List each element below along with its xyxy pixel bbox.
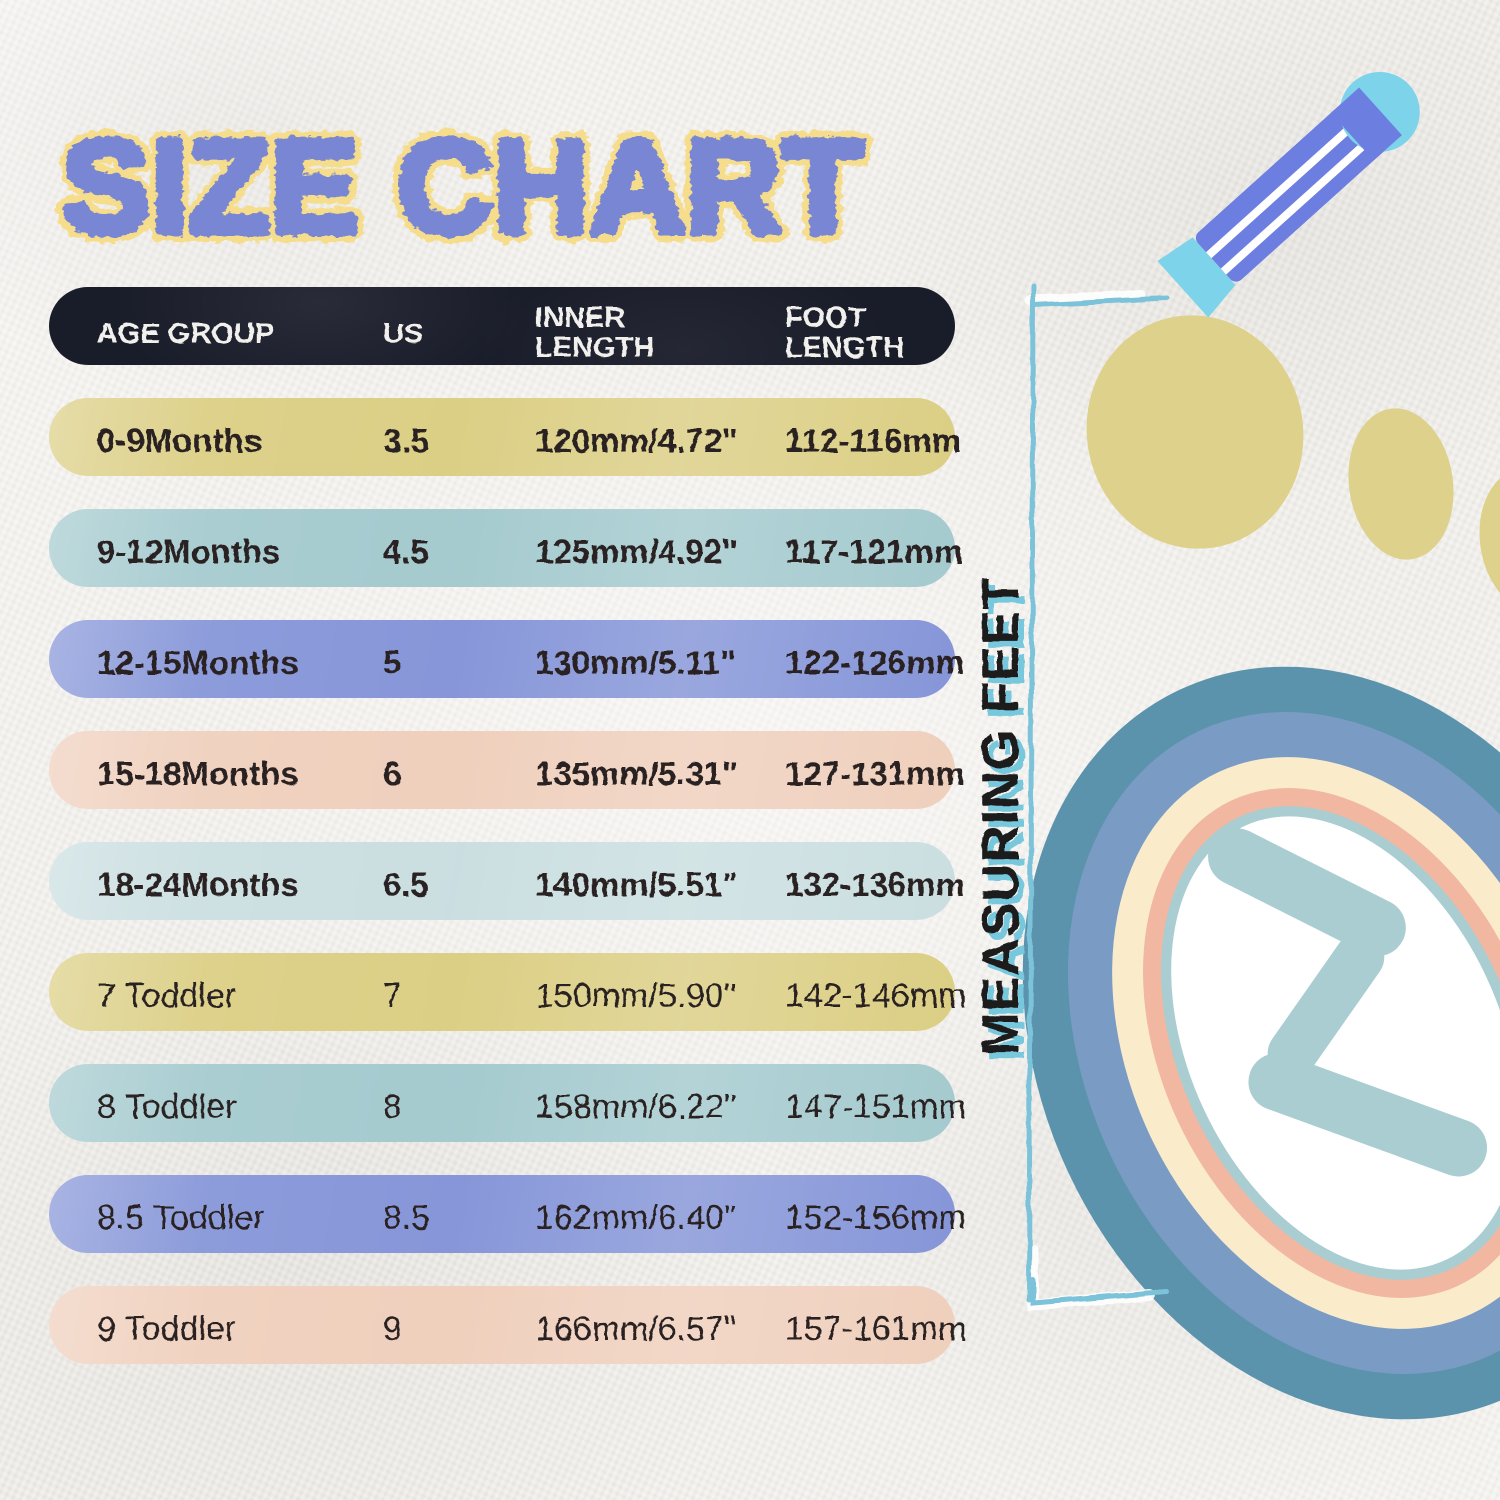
svg-text:MEASURING FEET: MEASURING FEET [972,576,1030,1055]
